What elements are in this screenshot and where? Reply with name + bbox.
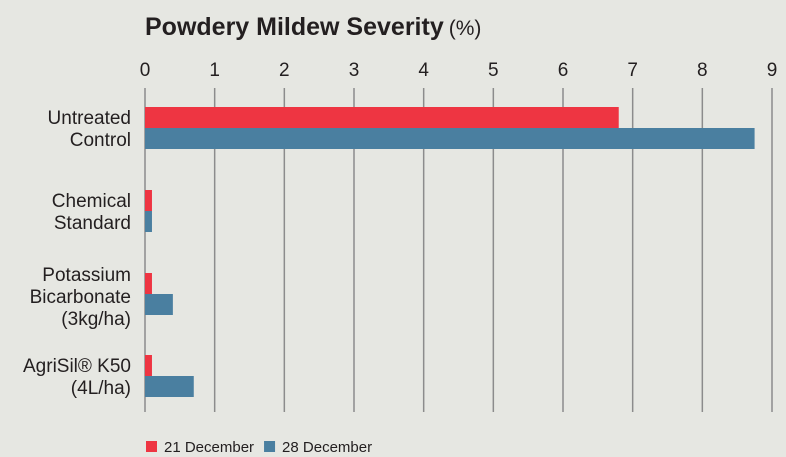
bar-21-december [145, 355, 152, 376]
bar-21-december [145, 190, 152, 211]
bar-21-december [145, 273, 152, 294]
x-tick-label: 7 [627, 60, 638, 81]
x-tick-label: 0 [140, 60, 151, 81]
category-label: AgriSil® K50 (4L/ha) [23, 356, 131, 399]
category-label: Untreated Control [48, 108, 131, 151]
bar-28-december [145, 294, 173, 315]
legend: 21 December 28 December [146, 439, 372, 456]
x-tick-label: 3 [349, 60, 360, 81]
chart-title-text: Powdery Mildew Severity [145, 13, 444, 41]
bar-28-december [145, 128, 755, 149]
x-tick-label: 8 [697, 60, 708, 81]
bars [145, 107, 755, 397]
legend-swatch [146, 441, 157, 452]
bar-28-december [145, 211, 152, 232]
legend-label: 28 December [282, 439, 372, 456]
category-label: Potassium Bicarbonate (3kg/ha) [30, 265, 131, 330]
chart-title-unit: (%) [449, 17, 482, 40]
legend-label: 21 December [164, 439, 254, 456]
category-label: Chemical Standard [52, 191, 131, 234]
chart-title: Powdery Mildew Severity (%) [145, 13, 481, 41]
legend-swatch [264, 441, 276, 452]
x-tick-label: 5 [488, 60, 499, 81]
x-tick-label: 1 [209, 60, 220, 81]
x-axis-ticks: 0 1 2 3 4 5 6 7 8 9 [140, 60, 778, 81]
bar-21-december [145, 107, 619, 128]
category-labels: Untreated Control Chemical Standard Potassiu… [23, 108, 131, 399]
x-tick-label: 9 [767, 60, 778, 81]
x-tick-label: 6 [558, 60, 569, 81]
x-tick-label: 4 [418, 60, 429, 81]
x-tick-label: 2 [279, 60, 290, 81]
bar-28-december [145, 376, 194, 397]
